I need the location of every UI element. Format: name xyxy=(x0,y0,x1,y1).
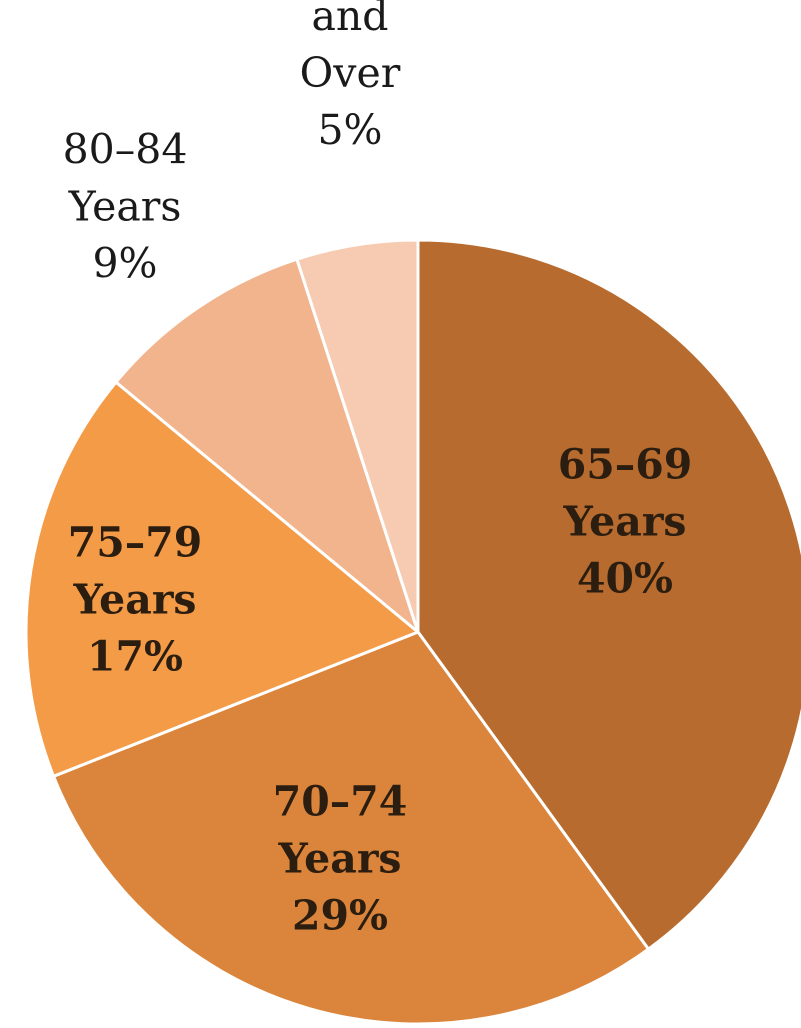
slice-label-2: 75–79 Years 17% xyxy=(68,519,203,681)
pie-slice-3 xyxy=(114,257,420,634)
slice-label-4: 85 YearsandOver5% xyxy=(261,0,439,154)
slice-label-1: 70–74 Years 29% xyxy=(273,778,408,940)
slice-label-3: 80–84 Years 9% xyxy=(63,126,188,288)
slice-label-3-line-1: Years xyxy=(68,183,182,231)
pie-slices xyxy=(24,238,801,1026)
slice-label-4-line-2: Over xyxy=(300,49,401,97)
slice-label-2-line-2: 17% xyxy=(87,633,183,681)
slice-label-0: 65–69 Years 40% xyxy=(558,441,693,603)
slice-label-1-line-1: Years xyxy=(277,835,401,883)
slice-label-3-line-2: 9% xyxy=(92,240,157,288)
slice-label-0-line-0: 65–69 xyxy=(558,441,693,489)
slice-label-1-line-0: 70–74 xyxy=(273,778,408,826)
slice-label-4-line-1: and xyxy=(311,0,388,40)
pie-slice-2 xyxy=(24,380,420,778)
slice-label-3-line-0: 80–84 xyxy=(63,126,188,174)
pie-slice-4 xyxy=(295,238,420,634)
pie-labels: 65–69 Years 40% 70–74 Years 29% 75–79 Years 17% 8… xyxy=(63,0,693,940)
slice-label-2-line-1: Years xyxy=(72,576,196,624)
slice-label-0-line-1: Years xyxy=(562,498,686,546)
slice-label-0-line-2: 40% xyxy=(577,555,673,603)
pie-slice-0 xyxy=(416,238,801,951)
pie-slice-1 xyxy=(52,630,650,1026)
slice-label-1-line-2: 29% xyxy=(292,892,388,940)
slice-label-4-line-3: 5% xyxy=(317,106,382,154)
slice-label-2-line-0: 75–79 xyxy=(68,519,203,567)
